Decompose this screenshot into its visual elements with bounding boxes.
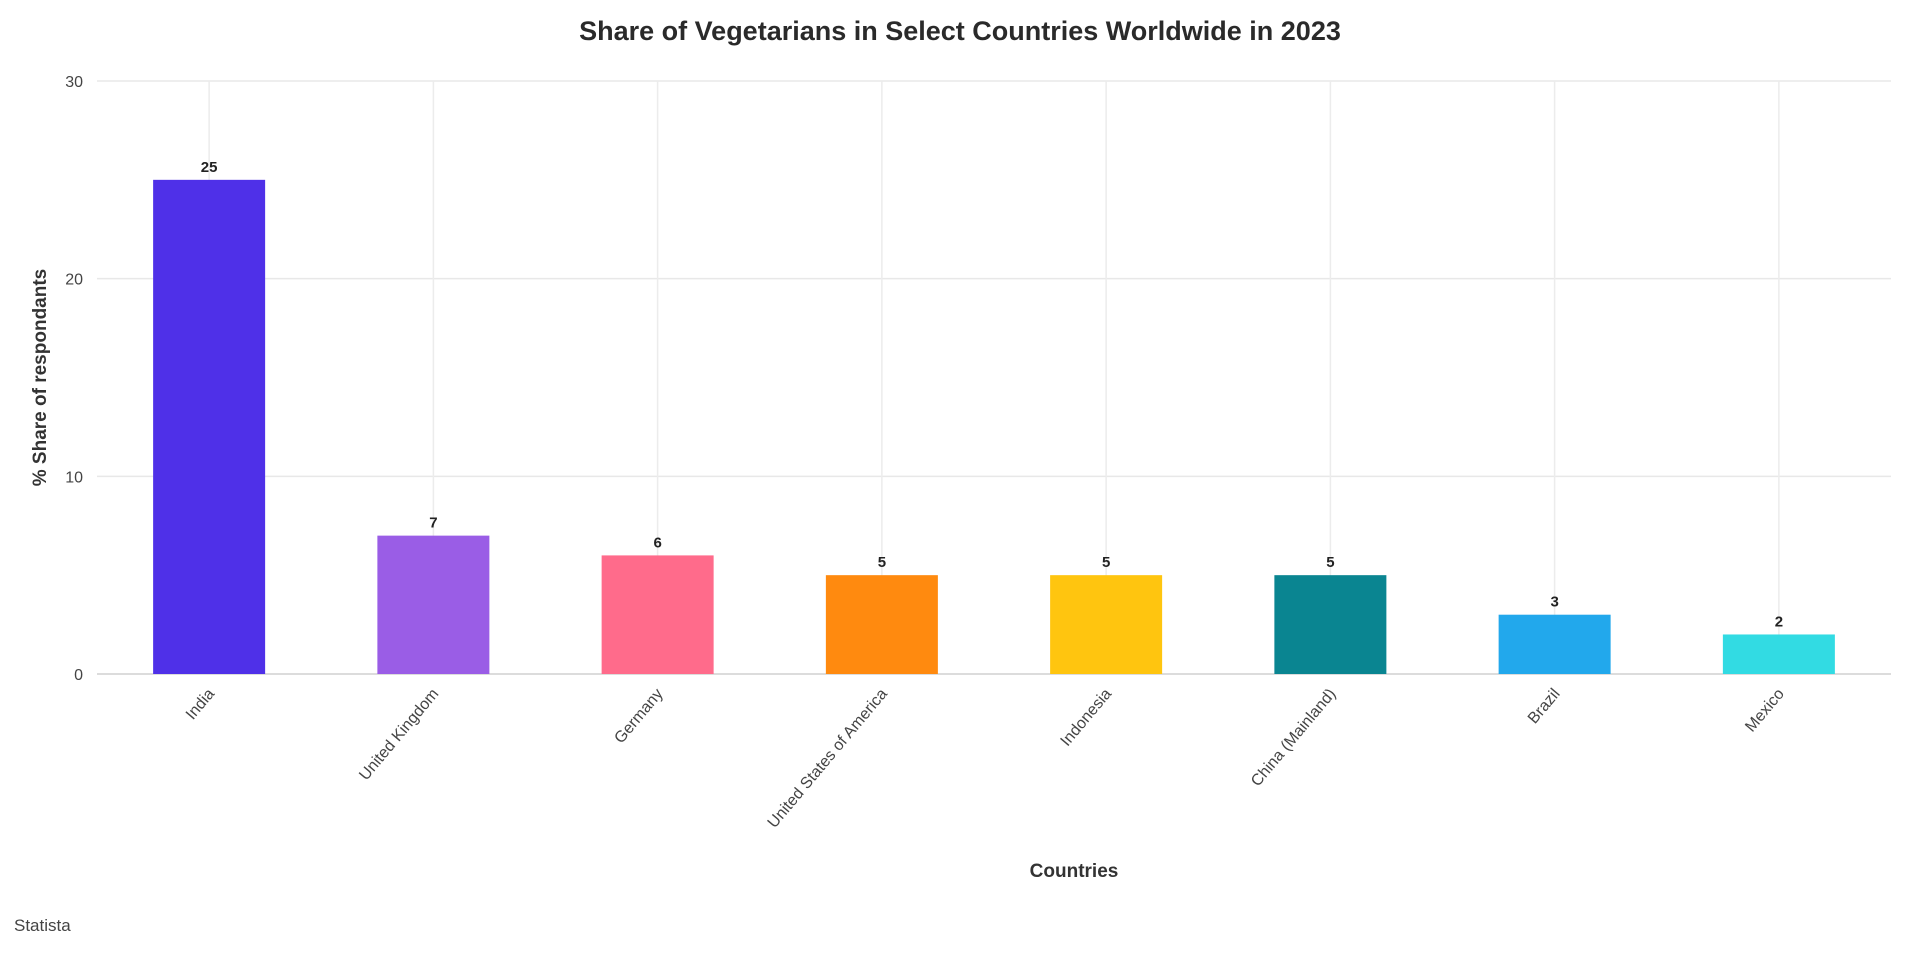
x-tick-label: Brazil xyxy=(1525,686,1564,728)
chart-title: Share of Vegetarians in Select Countries… xyxy=(579,16,1341,46)
bar xyxy=(153,179,266,675)
x-tick-label: Germany xyxy=(611,686,666,747)
bar xyxy=(1722,634,1835,674)
bar xyxy=(377,535,490,674)
bar xyxy=(825,575,938,674)
data-label: 2 xyxy=(1775,613,1783,630)
bar xyxy=(1050,575,1163,674)
data-label: 25 xyxy=(201,159,218,176)
data-label: 5 xyxy=(1102,554,1110,571)
data-label: 5 xyxy=(878,554,886,571)
data-label: 6 xyxy=(653,534,661,551)
y-tick-label: 20 xyxy=(65,272,83,289)
y-tick-label: 0 xyxy=(74,667,83,684)
x-tick-label: Indonesia xyxy=(1058,686,1116,750)
data-label: 7 xyxy=(429,515,437,532)
bar xyxy=(601,555,714,674)
data-label: 3 xyxy=(1550,594,1558,611)
x-tick-label: India xyxy=(183,686,218,724)
y-axis-title: % Share of respondants xyxy=(30,269,51,487)
bar xyxy=(1274,575,1387,674)
x-tick-label: Mexico xyxy=(1742,686,1788,736)
x-tick-label: United Kingdom xyxy=(356,686,442,784)
y-tick-label: 10 xyxy=(65,469,83,486)
x-tick-label: United States of America xyxy=(765,686,891,832)
source-label: Statista xyxy=(14,916,71,935)
y-tick-label: 30 xyxy=(65,74,83,91)
data-label: 5 xyxy=(1326,554,1334,571)
x-axis-title: Countries xyxy=(1030,861,1119,882)
bar xyxy=(1498,614,1611,674)
x-tick-label: China (Mainland) xyxy=(1248,686,1339,790)
